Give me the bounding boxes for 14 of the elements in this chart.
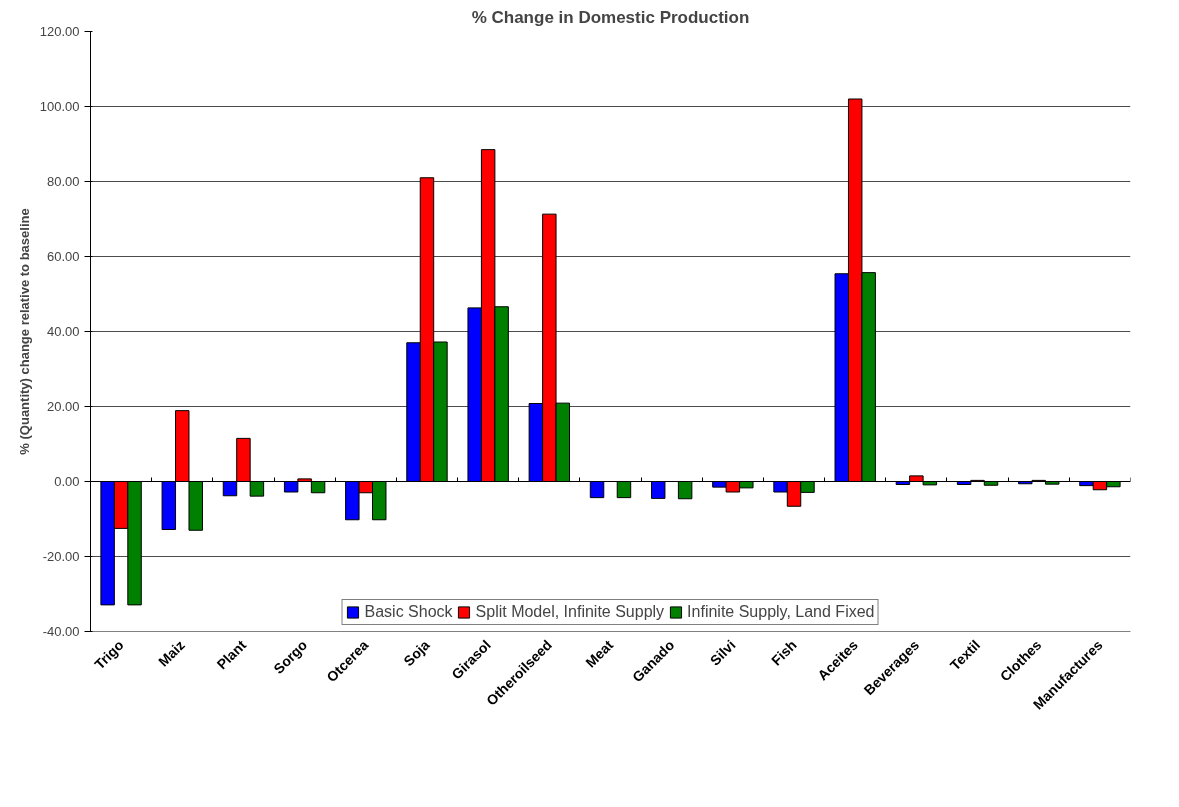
y-axis-title: % (Quantity) change relative to baseline — [16, 208, 32, 455]
y-tick-label: 0.00 — [54, 474, 80, 489]
y-tick-label: -20.00 — [42, 549, 80, 564]
y-tick-label: 100.00 — [39, 99, 80, 114]
y-tick-label: 60.00 — [46, 249, 80, 264]
y-tick-label: 40.00 — [46, 324, 80, 339]
legend-label: Basic Shock — [364, 603, 453, 621]
y-tick-label: 80.00 — [46, 174, 80, 189]
y-tick-label: -40.00 — [42, 624, 80, 639]
chart-title: % Change in Domestic Production — [471, 7, 750, 27]
y-tick-label: 20.00 — [46, 399, 80, 414]
legend-label: Split Model, Infinite Supply — [475, 603, 665, 621]
y-tick-label: 120.00 — [39, 24, 80, 39]
legend-label: Infinite Supply, Land Fixed — [687, 603, 875, 621]
